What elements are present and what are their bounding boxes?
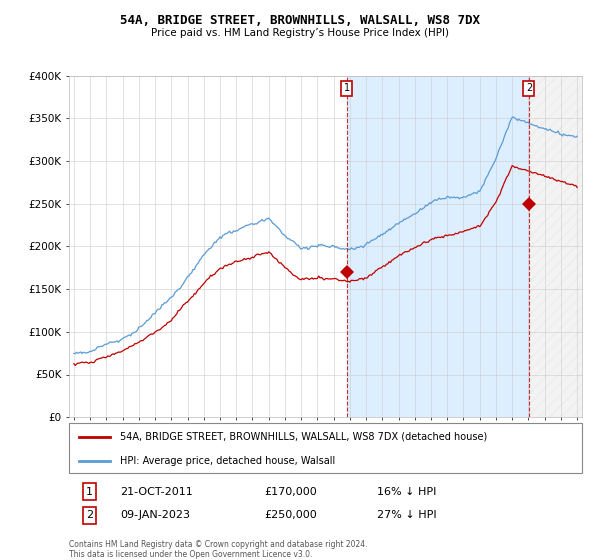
Text: 1: 1 bbox=[86, 487, 93, 497]
Text: 54A, BRIDGE STREET, BROWNHILLS, WALSALL, WS8 7DX (detached house): 54A, BRIDGE STREET, BROWNHILLS, WALSALL,… bbox=[121, 432, 488, 442]
Text: 27% ↓ HPI: 27% ↓ HPI bbox=[377, 511, 436, 520]
Text: 1: 1 bbox=[344, 83, 350, 94]
Bar bbox=[529, 76, 585, 417]
Text: £250,000: £250,000 bbox=[264, 511, 317, 520]
Text: 2: 2 bbox=[86, 511, 93, 520]
Text: Contains HM Land Registry data © Crown copyright and database right 2024.
This d: Contains HM Land Registry data © Crown c… bbox=[69, 540, 367, 559]
Text: 09-JAN-2023: 09-JAN-2023 bbox=[121, 511, 190, 520]
Text: HPI: Average price, detached house, Walsall: HPI: Average price, detached house, Wals… bbox=[121, 456, 335, 465]
Text: 21-OCT-2011: 21-OCT-2011 bbox=[121, 487, 193, 497]
Text: 54A, BRIDGE STREET, BROWNHILLS, WALSALL, WS8 7DX: 54A, BRIDGE STREET, BROWNHILLS, WALSALL,… bbox=[120, 14, 480, 27]
FancyBboxPatch shape bbox=[69, 423, 582, 473]
Text: 16% ↓ HPI: 16% ↓ HPI bbox=[377, 487, 436, 497]
Text: Price paid vs. HM Land Registry’s House Price Index (HPI): Price paid vs. HM Land Registry’s House … bbox=[151, 28, 449, 38]
Bar bbox=[347, 76, 529, 417]
Text: 2: 2 bbox=[526, 83, 532, 94]
Text: £170,000: £170,000 bbox=[264, 487, 317, 497]
